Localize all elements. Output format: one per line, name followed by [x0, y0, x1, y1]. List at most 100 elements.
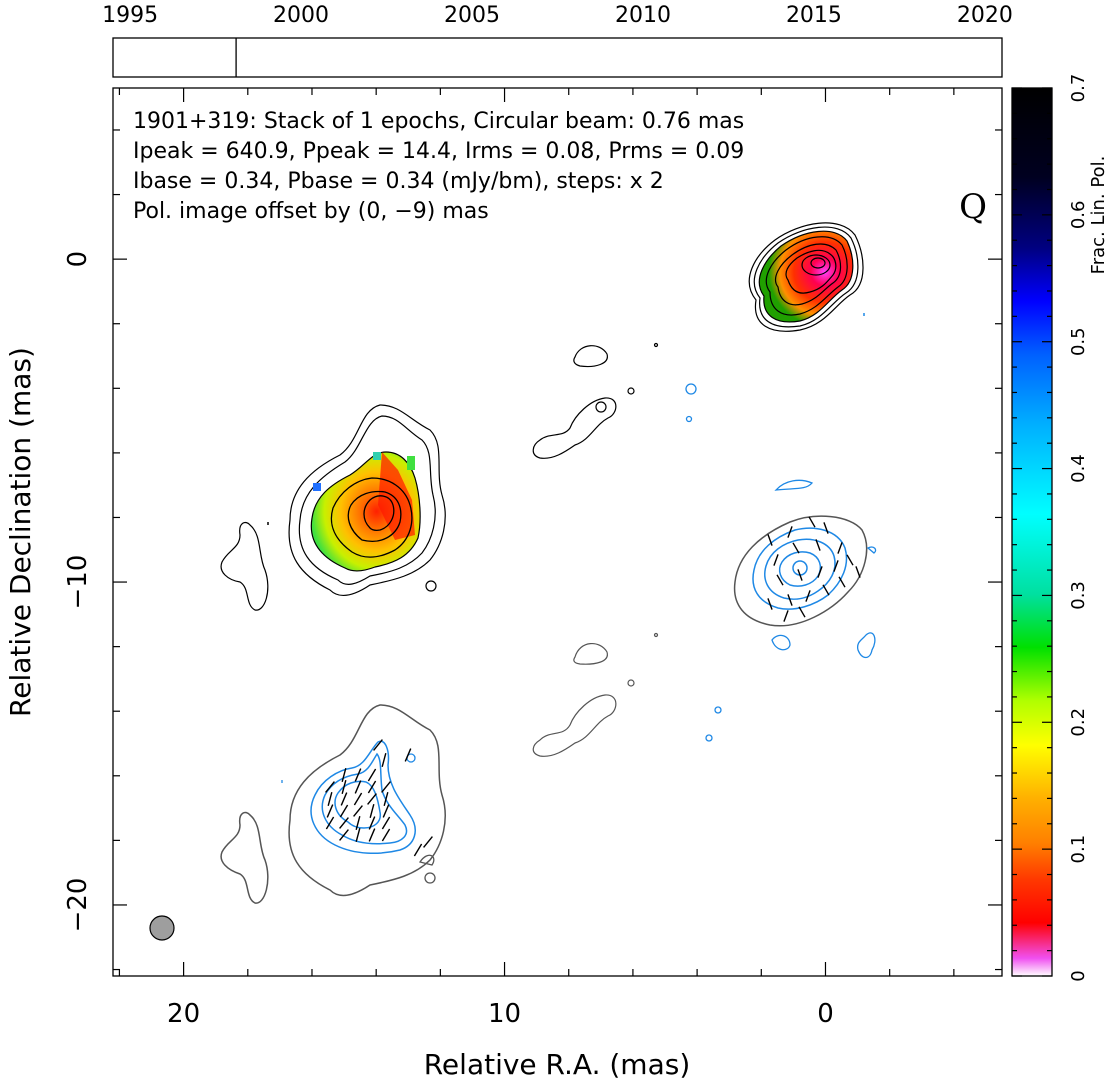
offset-core-pol-contour-3 — [778, 551, 822, 587]
offset-core-grey-contour — [733, 515, 868, 627]
jet-contour-d — [627, 387, 635, 395]
colorbar: 0 0.1 0.2 0.3 0.4 0.5 0.6 0.7 Frac. Lin. Pol. — [1011, 74, 1109, 982]
knot-fpol-blue-pixel — [313, 483, 321, 491]
evpa-tick — [368, 828, 376, 842]
blue-specks — [281, 383, 722, 783]
evpa-tick — [355, 828, 361, 842]
core-contour-6 — [801, 254, 831, 276]
offset-jet-contour-c — [627, 679, 635, 687]
core-contour-2 — [753, 226, 859, 328]
colorbar-tick-label: 0.1 — [1068, 835, 1089, 864]
evpa-tick — [369, 804, 375, 818]
timeline-box — [112, 37, 1003, 78]
offset-knot-pol-contour-2 — [321, 752, 408, 845]
y-tick-label: −20 — [63, 878, 93, 933]
band-label: Q — [959, 187, 987, 227]
core-contour-4 — [774, 243, 842, 306]
evpa-tick — [339, 804, 349, 818]
evpa-tick — [368, 816, 376, 830]
evpa-tick — [776, 574, 784, 586]
evpa-tick — [339, 817, 349, 829]
offset-core-pol-speck-4 — [866, 546, 877, 554]
core-contour-5 — [785, 249, 837, 294]
evpa-tick — [382, 804, 390, 818]
evpa-tick — [815, 539, 821, 551]
knot-component — [220, 404, 446, 611]
evpa-tick — [792, 542, 800, 554]
colorbar-tick-label: 0.3 — [1068, 581, 1089, 610]
jet-contour-e — [653, 342, 659, 348]
colorbar-tick-label: 0.7 — [1068, 74, 1089, 103]
knot-contour-2 — [298, 415, 436, 585]
colorbar-tick-label: 0.4 — [1068, 454, 1089, 483]
colorbar-label: Frac. Lin. Pol. — [1088, 156, 1109, 275]
knot-contour-4 — [347, 490, 402, 542]
offset-core-evpa-ticks — [767, 516, 861, 622]
evpa-tick — [797, 569, 803, 581]
offset-core-pol-contour-1 — [752, 527, 848, 610]
core-contour-7 — [810, 257, 826, 269]
core-contour-1 — [748, 222, 864, 332]
colorbar-tick-label: 0.5 — [1068, 327, 1089, 356]
evpa-tick — [383, 792, 389, 806]
evpa-tick — [327, 792, 333, 806]
evpa-tick — [773, 554, 779, 566]
evpa-tick — [381, 753, 387, 767]
timeline: 1995 2000 2005 2010 2015 2020 — [102, 3, 1013, 78]
offset-jet-contours — [532, 632, 659, 757]
offset-knot-side-contour — [220, 811, 269, 904]
core-component — [748, 222, 865, 332]
evpa-tick — [355, 816, 361, 830]
evpa-tick — [404, 748, 412, 762]
evpa-tick — [767, 598, 773, 610]
evpa-tick — [846, 554, 854, 566]
evpa-tick — [837, 542, 843, 554]
evpa-tick — [798, 606, 806, 618]
evpa-tick — [325, 816, 335, 830]
evpa-tick — [367, 793, 377, 805]
evpa-tick — [805, 590, 811, 602]
colorbar-tick-label: 0.6 — [1068, 201, 1089, 230]
colorbar-tick-label: 0.2 — [1068, 708, 1089, 737]
offset-core-pol-contour-4 — [792, 560, 808, 576]
evpa-tick — [423, 836, 433, 848]
blue-speck-2 — [685, 415, 693, 423]
offset-core-pol-speck-3 — [856, 632, 876, 659]
evpa-tick — [822, 584, 830, 596]
evpa-tick — [373, 739, 383, 751]
offset-core-pol-speck-1 — [774, 479, 814, 491]
plot-frame — [112, 87, 1003, 977]
core-contour-3 — [765, 236, 848, 316]
blue-speck-1 — [685, 383, 697, 395]
evpa-tick — [381, 781, 391, 793]
axis-ticks — [113, 88, 1002, 976]
evpa-tick — [838, 576, 846, 588]
evpa-tick — [353, 805, 363, 817]
evpa-tick — [855, 566, 861, 578]
timeline-year-label: 2010 — [615, 3, 671, 28]
knot-fpol-cyan-pixel — [373, 452, 381, 460]
y-tick-label: 0 — [63, 251, 93, 268]
knot-contour-1 — [288, 404, 446, 597]
offset-knot-evpa-ticks — [325, 739, 433, 857]
knot-contour-3 — [330, 477, 413, 558]
knot-fpol-green-pixel — [407, 456, 415, 470]
jet-contour-a — [573, 345, 608, 368]
evpa-tick — [381, 828, 391, 842]
timeline-year-label: 2020 — [957, 3, 1013, 28]
colorbar-ticks: 0 0.1 0.2 0.3 0.4 0.5 0.6 0.7 — [1012, 74, 1089, 982]
timeline-year-label: 2000 — [273, 3, 329, 28]
evpa-tick — [783, 610, 789, 622]
evpa-tick — [767, 534, 773, 546]
evpa-tick — [367, 780, 377, 794]
x-tick-label: 0 — [817, 999, 834, 1029]
evpa-tick — [817, 566, 823, 578]
evpa-tick — [354, 780, 362, 794]
offset-core-pol-contour-2 — [764, 538, 836, 600]
knot-fpol-red-region — [378, 452, 415, 540]
annotation-line-2: Ipeak = 640.9, Ppeak = 14.4, Irms = 0.08… — [133, 139, 744, 164]
evpa-tick — [381, 816, 391, 830]
evpa-tick — [367, 768, 377, 782]
evpa-tick — [808, 516, 816, 528]
